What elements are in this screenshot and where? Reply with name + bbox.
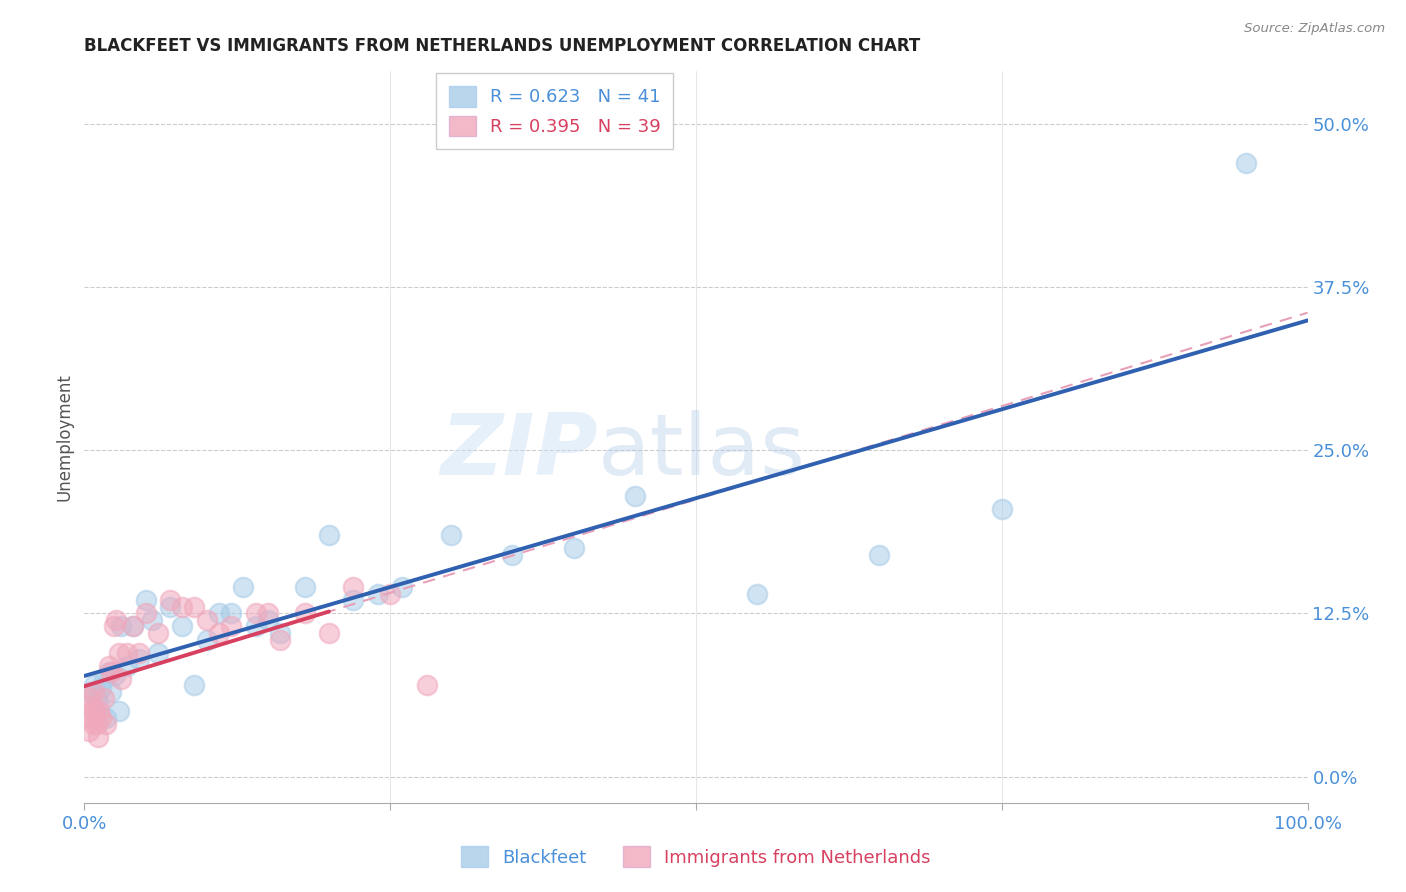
Point [86, 717, 108, 731]
Y-axis label: Unemployment: Unemployment [55, 373, 73, 501]
Point [257, 613, 280, 627]
Point [1236, 155, 1258, 169]
Point [76, 698, 98, 712]
Point [128, 646, 150, 660]
Point [96, 717, 118, 731]
Point [172, 619, 194, 633]
Point [77, 711, 100, 725]
Point [115, 658, 138, 673]
Point [219, 619, 242, 633]
Point [159, 593, 181, 607]
Point [87, 731, 110, 745]
Point [135, 593, 157, 607]
Point [97, 665, 120, 680]
Point [79, 685, 101, 699]
Point [122, 619, 145, 633]
Point [115, 646, 138, 660]
Point [107, 646, 129, 660]
Point [97, 658, 120, 673]
Point [318, 626, 340, 640]
Point [79, 691, 101, 706]
Point [141, 613, 163, 627]
Point [367, 587, 389, 601]
Point [294, 580, 316, 594]
Point [100, 685, 122, 699]
Point [183, 678, 205, 692]
Point [146, 626, 169, 640]
Point [159, 599, 181, 614]
Text: Source: ZipAtlas.com: Source: ZipAtlas.com [1244, 22, 1385, 36]
Point [105, 613, 128, 627]
Point [208, 626, 231, 640]
Point [110, 619, 132, 633]
Point [80, 705, 103, 719]
Point [83, 678, 105, 692]
Point [747, 587, 769, 601]
Point [502, 548, 524, 562]
Point [135, 607, 157, 621]
Point [294, 607, 316, 621]
Point [107, 705, 129, 719]
Point [146, 646, 169, 660]
Point [87, 698, 110, 712]
Point [195, 613, 218, 627]
Point [269, 626, 291, 640]
Point [391, 580, 413, 594]
Point [991, 502, 1014, 516]
Point [869, 548, 891, 562]
Point [245, 619, 267, 633]
Point [440, 528, 463, 542]
Point [90, 681, 112, 695]
Point [195, 632, 218, 647]
Point [624, 489, 647, 503]
Point [100, 665, 122, 680]
Point [269, 632, 291, 647]
Point [93, 691, 115, 706]
Point [245, 607, 267, 621]
Point [219, 607, 242, 621]
Point [110, 672, 132, 686]
Point [416, 678, 439, 692]
Legend: Blackfeet, Immigrants from Netherlands: Blackfeet, Immigrants from Netherlands [454, 839, 938, 874]
Point [257, 607, 280, 621]
Point [318, 528, 340, 542]
Point [87, 705, 110, 719]
Point [83, 685, 105, 699]
Point [104, 667, 127, 682]
Text: atlas: atlas [598, 410, 806, 493]
Text: ZIP: ZIP [440, 410, 598, 493]
Point [172, 599, 194, 614]
Point [562, 541, 585, 555]
Point [84, 705, 107, 719]
Point [342, 593, 364, 607]
Point [103, 619, 125, 633]
Text: BLACKFEET VS IMMIGRANTS FROM NETHERLANDS UNEMPLOYMENT CORRELATION CHART: BLACKFEET VS IMMIGRANTS FROM NETHERLANDS… [84, 37, 921, 54]
Point [96, 711, 118, 725]
Point [380, 587, 402, 601]
Point [183, 599, 205, 614]
Point [232, 580, 254, 594]
Point [122, 619, 145, 633]
Point [86, 691, 108, 706]
Point [342, 580, 364, 594]
Point [128, 652, 150, 666]
Point [90, 711, 112, 725]
Point [208, 607, 231, 621]
Point [93, 672, 115, 686]
Point [82, 717, 104, 731]
Point [77, 723, 100, 738]
